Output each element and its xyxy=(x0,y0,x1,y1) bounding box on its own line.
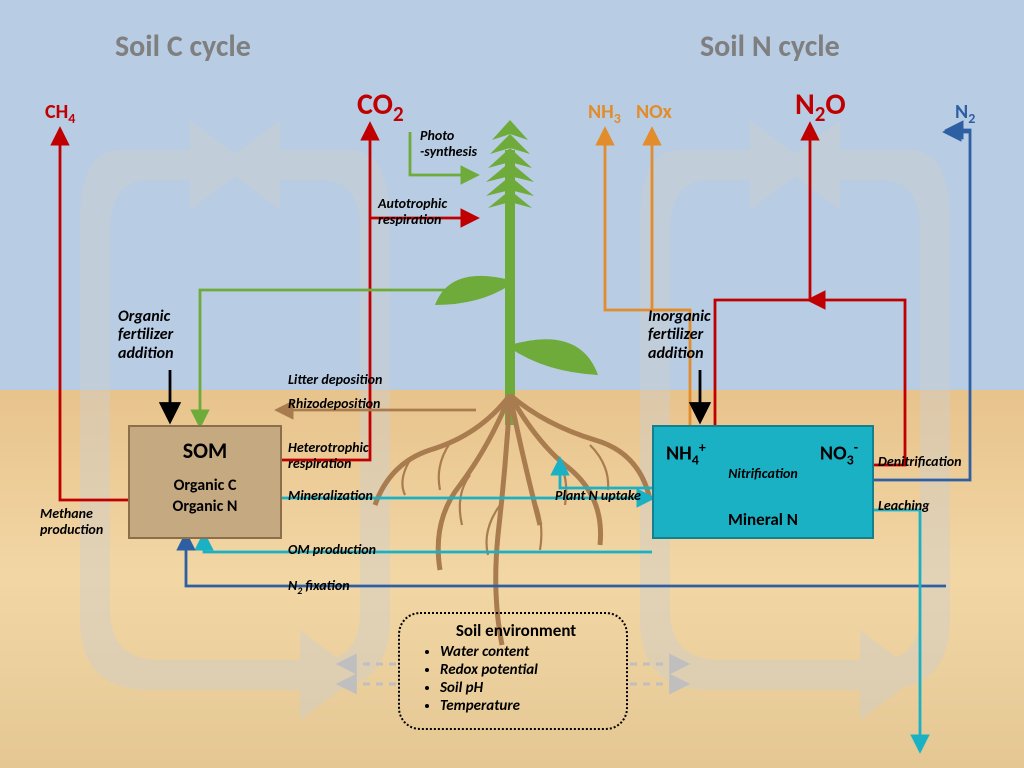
gas-nox: NOx xyxy=(636,100,672,124)
env-title: Soil environment xyxy=(416,620,616,641)
lbl-methane: Methane production xyxy=(40,506,103,538)
lbl-leach: Leaching xyxy=(878,498,930,514)
soil-environment-box: Soil environment Water content Redox pot… xyxy=(398,612,628,730)
gas-n2: N2 xyxy=(955,100,975,127)
lbl-inorg-fert: Inorganicfertilizeraddition xyxy=(648,308,711,363)
som-box: SOM Organic C Organic N xyxy=(128,425,282,539)
lbl-rhizo: Rhizodeposition xyxy=(288,396,380,412)
gas-n2o: N2O xyxy=(795,86,846,127)
lbl-hetero: Heterotrophic respiration xyxy=(288,440,369,472)
som-title: SOM xyxy=(130,437,280,464)
lbl-photo: Photo-synthesis xyxy=(420,128,477,160)
gas-nh3: NH3 xyxy=(588,100,621,127)
lbl-autoresp: Autotrophic respiration xyxy=(378,196,447,228)
env-item: Soil pH xyxy=(440,679,616,697)
arrow-leach xyxy=(870,510,920,750)
mineral-n-box: NH4+ NO3- Nitrification Mineral N xyxy=(652,425,874,539)
env-list: Water content Redox potential Soil pH Te… xyxy=(422,643,616,715)
env-item: Redox potential xyxy=(440,661,616,679)
env-item: Temperature xyxy=(440,697,616,715)
lbl-denitr: Denitrification xyxy=(878,454,962,470)
som-line2: Organic N xyxy=(130,497,280,516)
nitrification-label: Nitrification xyxy=(654,465,872,482)
som-line1: Organic C xyxy=(130,476,280,495)
gas-ch4: CH4 xyxy=(45,100,75,127)
title-n-cycle: Soil N cycle xyxy=(700,28,840,65)
title-c-cycle: Soil C cycle xyxy=(115,28,251,65)
lbl-n2fix: N2 fixation xyxy=(288,578,350,597)
gas-co2: CO2 xyxy=(357,86,404,127)
lbl-omprod: OM production xyxy=(288,542,376,558)
lbl-plantN: Plant N uptake xyxy=(555,488,641,504)
env-item: Water content xyxy=(440,643,616,661)
lbl-org-fert: Organicfertilizeraddition xyxy=(118,308,174,363)
lbl-litter: Litter deposition xyxy=(288,372,382,388)
mineral-n-label: Mineral N xyxy=(654,509,872,530)
lbl-mineraliz: Mineralization xyxy=(288,488,373,504)
